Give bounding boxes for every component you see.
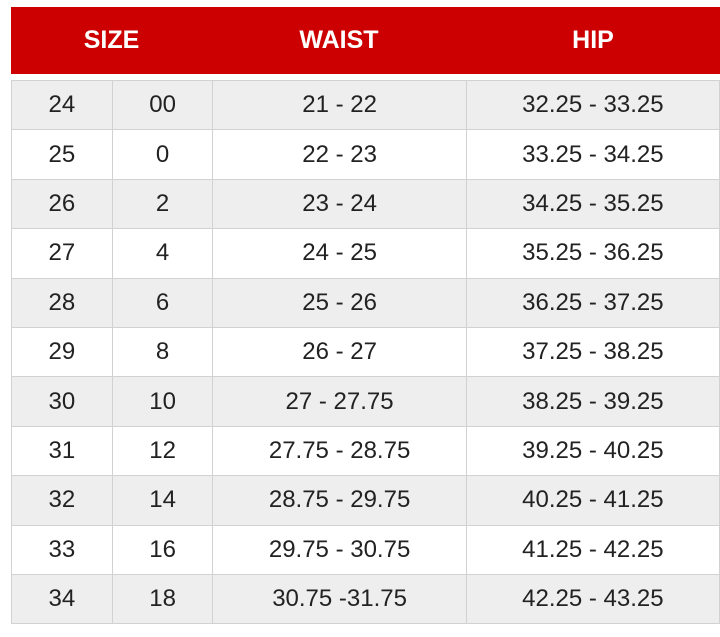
hip-cell: 32.25 - 33.25	[465, 79, 720, 131]
size-alt-cell: 0	[111, 129, 214, 180]
waist-cell: 27 - 27.75	[212, 376, 467, 427]
size-chart-table: 24 00 21 - 22 32.25 - 33.25 25 0 22 - 23 33.25 …	[11, 79, 720, 625]
hip-cell: 38.25 - 39.25	[465, 376, 720, 427]
hip-cell: 37.25 - 38.25	[465, 326, 720, 378]
waist-cell: 21 - 22	[212, 79, 467, 131]
size-alt-cell: 14	[111, 475, 214, 526]
size-number-cell: 33	[11, 524, 113, 575]
table-row: 33 16 29.75 - 30.75 41.25 - 42.25	[11, 524, 720, 575]
header-hip: HIP	[572, 26, 614, 54]
waist-cell: 28.75 - 29.75	[212, 475, 467, 526]
table-row: 32 14 28.75 - 29.75 40.25 - 41.25	[11, 475, 720, 526]
waist-cell: 24 - 25	[212, 228, 467, 279]
table-row: 25 0 22 - 23 33.25 - 34.25	[11, 129, 720, 180]
size-number-cell: 31	[11, 425, 113, 477]
size-number-cell: 24	[11, 79, 113, 131]
size-alt-cell: 00	[111, 79, 214, 131]
table-row: 27 4 24 - 25 35.25 - 36.25	[11, 228, 720, 279]
size-number-cell: 30	[11, 376, 113, 427]
size-alt-cell: 16	[111, 524, 214, 575]
size-alt-cell: 18	[111, 573, 214, 625]
table-row: 30 10 27 - 27.75 38.25 - 39.25	[11, 376, 720, 427]
hip-cell: 34.25 - 35.25	[465, 178, 720, 230]
table-header: SIZE WAIST HIP	[11, 7, 720, 74]
waist-cell: 27.75 - 28.75	[212, 425, 467, 477]
hip-cell: 33.25 - 34.25	[465, 129, 720, 180]
size-alt-cell: 4	[111, 228, 214, 279]
table-row: 29 8 26 - 27 37.25 - 38.25	[11, 326, 720, 378]
waist-cell: 23 - 24	[212, 178, 467, 230]
size-number-cell: 25	[11, 129, 113, 180]
table-row: 24 00 21 - 22 32.25 - 33.25	[11, 79, 720, 131]
size-number-cell: 28	[11, 277, 113, 328]
header-size: SIZE	[83, 26, 140, 54]
waist-cell: 26 - 27	[212, 326, 467, 378]
hip-cell: 40.25 - 41.25	[465, 475, 720, 526]
hip-cell: 35.25 - 36.25	[465, 228, 720, 279]
waist-cell: 22 - 23	[212, 129, 467, 180]
size-alt-cell: 12	[111, 425, 214, 477]
hip-cell: 41.25 - 42.25	[465, 524, 720, 575]
table-row: 34 18 30.75 -31.75 42.25 - 43.25	[11, 573, 720, 625]
size-number-cell: 26	[11, 178, 113, 230]
size-number-cell: 32	[11, 475, 113, 526]
waist-cell: 25 - 26	[212, 277, 467, 328]
size-number-cell: 29	[11, 326, 113, 378]
waist-cell: 29.75 - 30.75	[212, 524, 467, 575]
table-row: 31 12 27.75 - 28.75 39.25 - 40.25	[11, 425, 720, 477]
size-alt-cell: 10	[111, 376, 214, 427]
table-row: 28 6 25 - 26 36.25 - 37.25	[11, 277, 720, 328]
hip-cell: 39.25 - 40.25	[465, 425, 720, 477]
size-alt-cell: 8	[111, 326, 214, 378]
size-number-cell: 34	[11, 573, 113, 625]
hip-cell: 42.25 - 43.25	[465, 573, 720, 625]
waist-cell: 30.75 -31.75	[212, 573, 467, 625]
size-alt-cell: 6	[111, 277, 214, 328]
hip-cell: 36.25 - 37.25	[465, 277, 720, 328]
size-number-cell: 27	[11, 228, 113, 279]
header-waist: WAIST	[299, 26, 379, 54]
size-alt-cell: 2	[111, 178, 214, 230]
table-row: 26 2 23 - 24 34.25 - 35.25	[11, 178, 720, 230]
